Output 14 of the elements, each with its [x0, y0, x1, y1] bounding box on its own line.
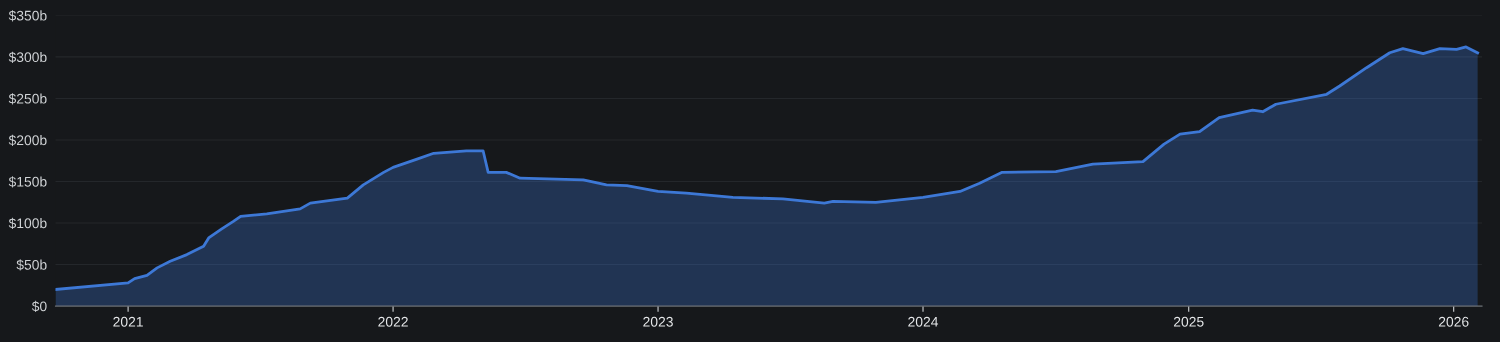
y-tick-label: $250b: [8, 93, 47, 105]
y-tick-label: $150b: [8, 176, 47, 188]
x-tick-label: 2022: [378, 316, 408, 327]
y-tick-label: $200b: [8, 134, 47, 146]
x-tick-label: 2026: [1438, 316, 1469, 327]
y-tick-label: $0: [31, 300, 47, 313]
x-tick-label: 2025: [1173, 316, 1204, 327]
x-tick-label: 2021: [113, 316, 143, 327]
x-tick-label: 2023: [643, 316, 673, 327]
y-tick-label: $350b: [8, 10, 47, 22]
y-tick-label: $300b: [8, 51, 47, 63]
y-tick-label: $100b: [8, 217, 47, 230]
y-tick-label: $50b: [16, 259, 47, 271]
x-tick-label: 2024: [908, 316, 939, 327]
